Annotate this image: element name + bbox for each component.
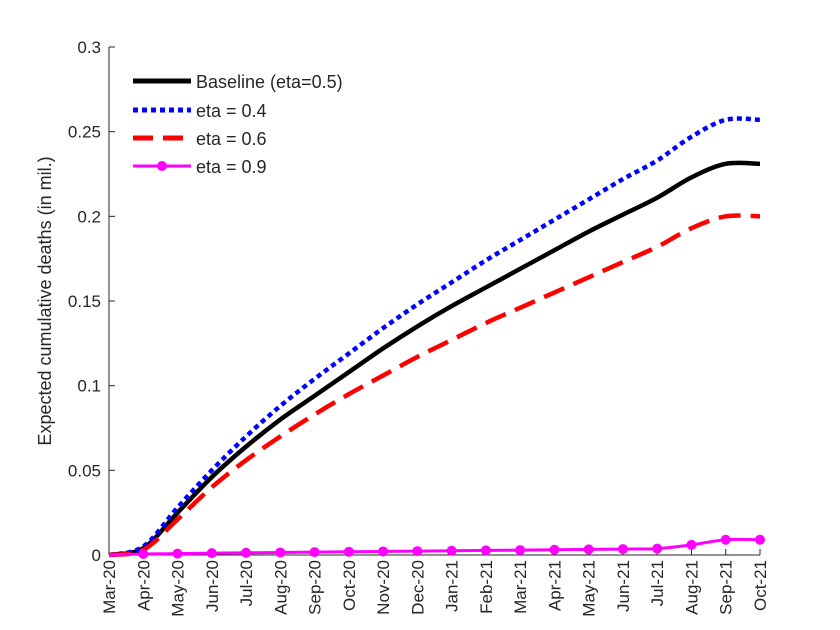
x-tick-label: Mar-21 [511,560,530,614]
series-line-0 [108,160,761,558]
x-tick-label: Jul-20 [237,560,256,606]
series-marker [755,534,765,545]
series-marker [515,545,526,556]
legend-label-eta-0-6: eta = 0.6 [196,129,267,149]
y-tick-label: 0.3 [77,38,101,57]
legend: Baseline (eta=0.5) eta = 0.4 eta = 0.6 e… [133,72,343,177]
x-tick-label: Apr-21 [545,560,564,611]
series-marker [378,546,389,557]
series-marker [686,539,697,550]
x-tick-label: Nov-20 [374,560,393,615]
series-line-2 [108,213,761,558]
legend-label-eta-0-4: eta = 0.4 [196,101,267,121]
series-marker [343,546,354,557]
x-axis-ticks: Mar-20 Apr-20 May-20 Jun-20 Jul-20 Aug-20 Sep-… [100,549,770,617]
y-tick-label: 0.1 [77,377,101,396]
plot-area: 0 0.05 0.1 0.15 0.2 0.25 0.3 Mar-20 Apr-20 May-2… [68,38,770,617]
series-lines [108,116,765,559]
series-marker [549,544,560,555]
x-tick-label: Feb-21 [477,560,496,614]
legend-item-eta-0-9: eta = 0.9 [133,157,267,177]
series-marker [275,547,286,558]
x-tick-label: Aug-21 [682,560,701,615]
y-axis-label: Expected cumulative deaths (in mil.) [35,156,55,445]
x-tick-label: Aug-20 [271,560,290,615]
y-axis-ticks: 0 0.05 0.1 0.15 0.2 0.25 0.3 [68,38,115,565]
series-marker [617,544,628,555]
series-marker [309,547,320,558]
y-tick-label: 0.2 [77,207,101,226]
x-tick-label: Sep-21 [717,560,736,615]
legend-marker-eta-0-9 [157,161,167,171]
legend-item-baseline: Baseline (eta=0.5) [133,72,343,92]
series-marker [720,534,731,545]
y-tick-label: 0.25 [68,123,101,142]
legend-label-eta-0-9: eta = 0.9 [196,157,267,177]
x-tick-label: Dec-20 [408,560,427,615]
x-tick-label: Oct-20 [340,560,359,611]
x-tick-label: Mar-20 [100,560,119,614]
legend-item-eta-0-4: eta = 0.4 [133,101,267,121]
x-tick-label: Sep-20 [306,560,325,615]
x-tick-label: May-20 [169,560,188,617]
series-marker [206,548,217,559]
series-marker [583,544,594,555]
x-tick-label: Jul-21 [648,560,667,606]
x-tick-label: Oct-21 [751,560,770,611]
series-marker [138,548,149,559]
series-marker [652,543,663,554]
series-marker [446,545,457,556]
x-tick-label: May-21 [580,560,599,617]
x-tick-label: Jun-20 [203,560,222,612]
legend-label-baseline: Baseline (eta=0.5) [196,72,343,92]
y-tick-label: 0.15 [68,292,101,311]
series-line-1 [108,116,761,558]
series-marker [241,547,252,558]
series-marker [172,548,183,559]
x-tick-label: Jun-21 [614,560,633,612]
y-tick-label: 0 [92,546,101,565]
y-tick-label: 0.05 [68,461,101,480]
series-marker [480,545,491,556]
x-tick-label: Apr-20 [134,560,153,611]
x-tick-label: Jan-21 [443,560,462,612]
legend-item-eta-0-6: eta = 0.6 [133,129,267,149]
series-line-3 [108,537,761,557]
series-marker [412,546,423,557]
